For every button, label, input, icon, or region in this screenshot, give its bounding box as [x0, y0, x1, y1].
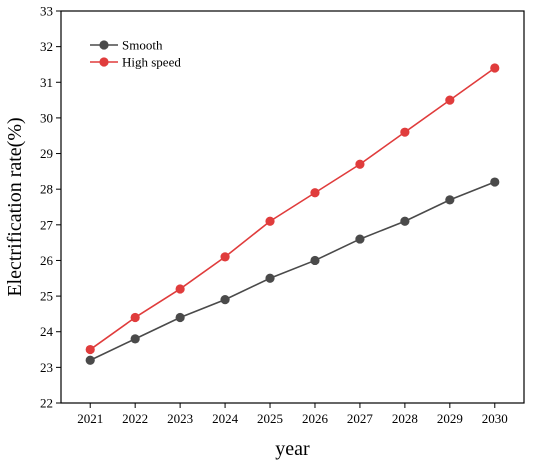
data-point-smooth	[310, 255, 320, 266]
data-point-smooth	[130, 334, 140, 344]
data-point-smooth	[400, 216, 410, 226]
data-point-high-speed	[265, 216, 275, 226]
x-tick-label: 2029	[437, 411, 463, 426]
data-point-high-speed	[400, 127, 410, 137]
y-tick-label: 25	[40, 289, 53, 304]
data-point-smooth	[175, 312, 185, 323]
data-point-smooth	[490, 177, 500, 187]
data-point-high-speed	[130, 312, 140, 323]
y-tick-label: 32	[40, 39, 53, 54]
x-tick-label: 2028	[392, 411, 418, 426]
series-line-high-speed	[89, 67, 496, 351]
data-point-high-speed	[310, 188, 320, 198]
y-tick-label: 28	[40, 182, 53, 197]
data-point-smooth	[265, 273, 275, 283]
y-tick-label: 30	[40, 110, 53, 125]
y-tick-label: 29	[40, 146, 53, 161]
x-tick-label: 2030	[482, 411, 508, 426]
legend-label-high-speed: High speed	[122, 55, 181, 70]
y-tick-label: 31	[40, 75, 53, 90]
x-tick-label: 2024	[212, 411, 239, 426]
x-axis-title: year	[275, 438, 310, 460]
data-point-smooth	[220, 295, 230, 305]
legend: Smooth High speed	[90, 38, 181, 70]
y-tick-label: 26	[40, 253, 54, 268]
series-layer	[85, 63, 500, 365]
x-tick-label: 2025	[257, 411, 283, 426]
data-point-high-speed	[220, 252, 230, 262]
y-tick-label: 22	[40, 396, 53, 411]
legend-label-smooth: Smooth	[122, 38, 163, 53]
y-tick-label: 27	[40, 217, 54, 232]
x-tick-label: 2022	[122, 411, 148, 426]
x-tick-label: 2021	[77, 411, 103, 426]
axis-ticks: 22 23 24 25 26 27 28 29 30 31 32 33 2021 2022 2023 2024…	[40, 4, 508, 427]
plot-frame	[60, 10, 525, 404]
data-point-high-speed	[175, 284, 185, 294]
data-point-smooth	[445, 195, 455, 205]
data-point-high-speed	[445, 95, 455, 105]
data-point-high-speed	[85, 344, 95, 355]
legend-marker-high-speed	[99, 57, 109, 67]
y-tick-label: 33	[40, 4, 53, 19]
data-point-smooth	[85, 355, 95, 365]
data-point-smooth	[355, 234, 365, 244]
y-axis-title: Electrification rate(%)	[4, 117, 26, 296]
y-tick-label: 24	[40, 324, 54, 339]
x-tick-label: 2023	[167, 411, 193, 426]
x-tick-label: 2026	[302, 411, 329, 426]
data-point-high-speed	[490, 63, 500, 73]
x-tick-label: 2027	[347, 411, 374, 426]
y-tick-label: 23	[40, 360, 53, 375]
legend-marker-smooth	[99, 40, 109, 50]
series-line-smooth	[89, 181, 496, 361]
data-point-high-speed	[355, 159, 365, 169]
